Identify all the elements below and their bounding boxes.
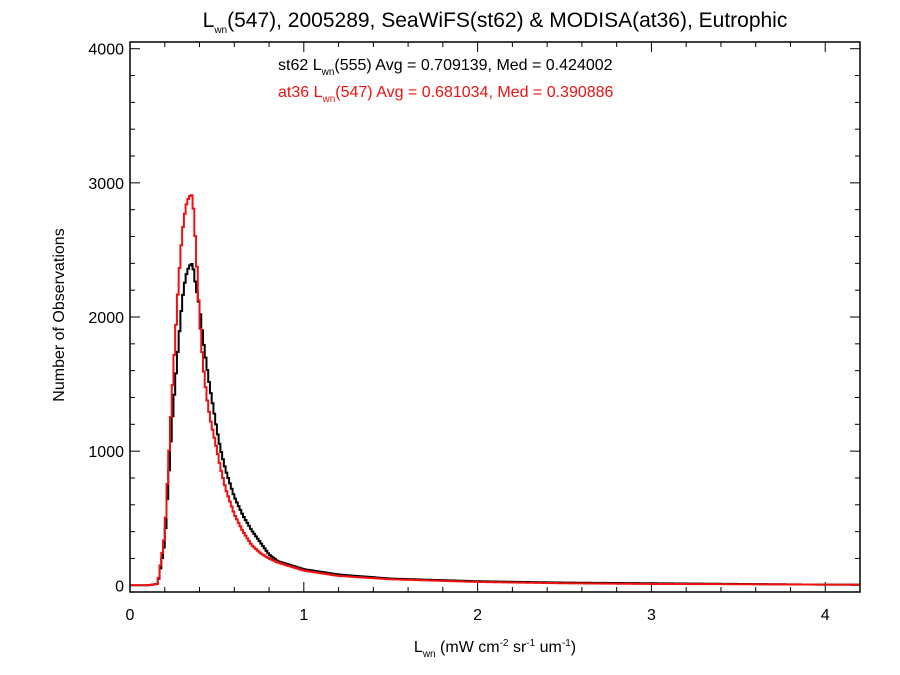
y-axis-label: Number of Observations (51, 228, 68, 401)
axes: 0 1 2 3 4 0 1000 2000 3000 4000 (88, 42, 861, 624)
x-tick-label: 0 (126, 607, 135, 624)
legend-entry-at36: at36 Lwn(547) Avg = 0.681034, Med = 0.39… (278, 84, 614, 105)
x-tick-label: 2 (473, 607, 482, 624)
x-tick-label: 4 (821, 607, 830, 624)
y-tick-label: 0 (115, 578, 124, 595)
series-line-at36 (130, 194, 860, 587)
chart-title: Lwn(547), 2005289, SeaWiFS(st62) & MODIS… (203, 9, 788, 36)
y-tick-label: 1000 (88, 444, 124, 461)
legend-entry-st62: st62 Lwn(555) Avg = 0.709139, Med = 0.42… (278, 57, 613, 78)
y-tick-label: 2000 (88, 310, 124, 327)
series-line-st62 (130, 263, 860, 587)
x-tick-label: 1 (299, 607, 308, 624)
plot-frame (129, 41, 861, 593)
x-tick-label: 3 (647, 607, 656, 624)
y-tick-label: 4000 (88, 42, 124, 59)
y-tick-label: 3000 (88, 176, 124, 193)
series-layer (130, 194, 860, 587)
x-axis-label: Lwn (mW cm-2 sr-1 um-1) (414, 638, 576, 660)
